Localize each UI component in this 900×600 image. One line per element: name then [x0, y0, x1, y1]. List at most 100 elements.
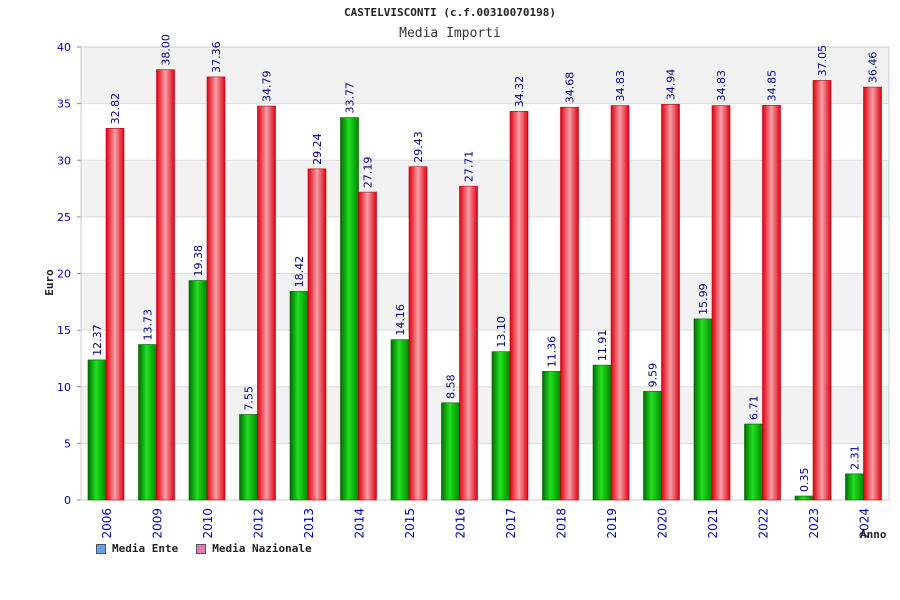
x-tick-label: 2012	[252, 508, 266, 539]
x-tick-label: 2016	[454, 508, 468, 539]
x-tick-label: 2013	[302, 508, 316, 539]
legend-label-media-nazionale: Media Nazionale	[212, 542, 312, 555]
bar-media-ente	[794, 495, 814, 501]
y-tick-label: 5	[64, 437, 71, 450]
bar-media-ente	[693, 318, 713, 501]
value-label-media-ente: 2.31	[849, 445, 862, 470]
value-label-media-ente: 7.55	[243, 386, 256, 411]
bar-media-ente	[188, 280, 208, 501]
bar-media-nazionale	[863, 86, 882, 501]
value-label-media-ente: 9.59	[647, 363, 660, 388]
legend: Media Ente Media Nazionale	[96, 542, 312, 555]
bar-media-nazionale	[509, 111, 529, 501]
x-tick-label: 2009	[151, 508, 165, 539]
bar-media-ente	[744, 423, 763, 501]
value-label-media-nazionale: 34.83	[614, 70, 627, 102]
bar-media-nazionale	[459, 185, 478, 501]
bar-media-ente	[592, 364, 612, 501]
bar-media-nazionale	[610, 105, 630, 501]
value-label-media-ente: 33.77	[344, 82, 357, 114]
bar-media-ente	[441, 402, 460, 501]
bar-media-nazionale	[156, 69, 175, 501]
value-label-media-nazionale: 34.94	[665, 69, 678, 101]
bar-media-ente	[542, 371, 561, 501]
value-label-media-ente: 6.71	[748, 396, 761, 421]
value-label-media-nazionale: 34.79	[261, 71, 274, 103]
value-label-media-nazionale: 27.71	[463, 151, 476, 183]
x-tick-label: 2020	[656, 508, 670, 539]
legend-label-media-ente: Media Ente	[112, 542, 179, 555]
x-tick-label: 2018	[555, 508, 569, 539]
y-tick-label: 40	[57, 41, 71, 54]
bar-media-nazionale	[105, 128, 125, 501]
bar-media-nazionale	[257, 105, 276, 501]
y-tick-label: 30	[57, 154, 71, 167]
bar-media-ente	[491, 351, 511, 501]
bar-media-ente	[289, 291, 309, 501]
bar-media-nazionale	[812, 80, 832, 501]
value-label-media-ente: 18.42	[293, 256, 306, 288]
value-label-media-ente: 8.58	[445, 374, 458, 399]
value-label-media-nazionale: 34.85	[766, 70, 779, 102]
y-tick-label: 0	[64, 494, 71, 507]
y-tick-label: 15	[57, 324, 71, 337]
bar-media-ente	[390, 339, 410, 501]
value-label-media-nazionale: 27.19	[362, 157, 375, 189]
legend-swatch-media-nazionale	[196, 543, 207, 554]
value-label-media-ente: 11.36	[546, 336, 559, 368]
x-tick-label: 2022	[757, 508, 771, 539]
y-tick-label: 35	[57, 98, 71, 111]
x-tick-label: 2023	[807, 508, 821, 539]
value-label-media-ente: 19.38	[192, 245, 205, 277]
x-tick-label: 2010	[201, 508, 215, 539]
y-axis-label: Euro	[42, 269, 56, 296]
x-tick-label: 2015	[403, 508, 417, 539]
value-label-media-ente: 11.91	[596, 330, 609, 362]
legend-item-media-ente: Media Ente	[96, 542, 178, 555]
bar-media-nazionale	[560, 106, 579, 501]
bar-media-nazionale	[711, 105, 731, 501]
bar-media-nazionale	[307, 168, 327, 501]
x-tick-label: 2006	[100, 508, 114, 539]
x-axis-label: Anno	[860, 528, 887, 541]
value-label-media-nazionale: 36.46	[867, 52, 880, 84]
bar-media-ente	[239, 414, 258, 501]
bar-media-ente	[845, 473, 864, 501]
value-label-media-nazionale: 34.68	[564, 72, 577, 104]
value-label-media-ente: 14.16	[394, 304, 407, 336]
value-label-media-nazionale: 29.24	[311, 133, 324, 165]
value-label-media-ente: 15.99	[697, 283, 710, 315]
value-label-media-nazionale: 37.36	[210, 41, 223, 73]
value-label-media-ente: 13.73	[142, 309, 155, 341]
bar-media-nazionale	[206, 76, 226, 501]
value-label-media-nazionale: 29.43	[412, 131, 425, 163]
chart-subtitle: Media Importi	[399, 26, 501, 41]
bar-media-nazionale	[661, 104, 680, 501]
y-tick-label: 10	[57, 381, 71, 394]
x-tick-label: 2019	[605, 508, 619, 539]
x-tick-label: 2014	[353, 508, 367, 539]
value-label-media-nazionale: 37.05	[816, 45, 829, 77]
bar-media-nazionale	[408, 166, 428, 501]
legend-swatch-media-ente	[96, 543, 106, 554]
value-label-media-ente: 0.35	[798, 468, 811, 493]
value-label-media-nazionale: 34.83	[715, 70, 728, 102]
x-tick-label: 2017	[504, 508, 518, 539]
value-label-media-nazionale: 32.82	[109, 93, 122, 125]
bar-media-ente	[643, 391, 662, 501]
plot-border	[80, 46, 890, 501]
x-tick-label: 2024	[858, 508, 872, 539]
bar-media-nazionale	[762, 105, 781, 501]
value-label-media-ente: 13.10	[495, 316, 508, 348]
bar-media-ente	[340, 117, 359, 501]
x-tick-label: 2021	[706, 508, 720, 539]
value-label-media-nazionale: 34.32	[513, 76, 526, 108]
y-tick-label: 25	[57, 211, 71, 224]
value-label-media-nazionale: 38.00	[160, 34, 173, 66]
chart-title: CASTELVISCONTI (c.f.00310070198)	[344, 6, 556, 19]
bar-media-ente	[87, 359, 107, 501]
bar-media-ente	[138, 344, 157, 501]
value-label-media-ente: 12.37	[91, 324, 104, 356]
bar-media-nazionale	[358, 191, 377, 501]
